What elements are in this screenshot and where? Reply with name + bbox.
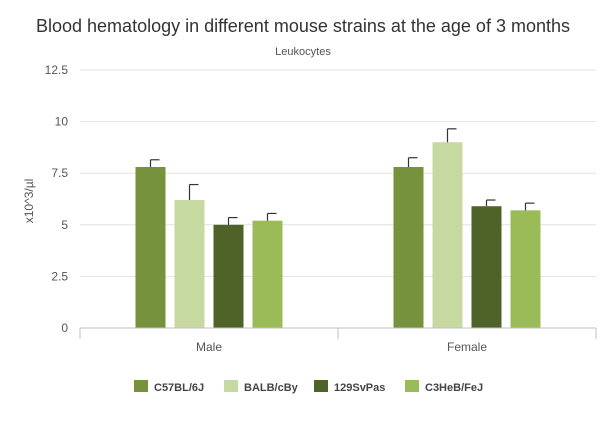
legend-label: 129SvPas [334,382,385,394]
error-bars [149,128,535,225]
bar [213,224,244,328]
bar [174,200,205,328]
bar [252,220,283,328]
legend-label: BALB/cBy [244,382,299,394]
y-axis-ticks: 0 2.5 5 7.5 10 12.5 [45,63,69,335]
y-axis-title: x10^3/µl [22,179,36,224]
bar [510,210,541,328]
y-tick-label: 0 [61,321,68,335]
y-tick-label: 7.5 [51,166,68,180]
x-axis: Male Female [79,327,597,354]
legend-swatch [134,380,148,392]
x-category-label: Male [196,340,222,354]
legend-swatch [405,380,419,392]
y-tick-label: 12.5 [45,63,69,77]
bar [135,167,166,328]
bar [393,167,424,328]
y-tick-label: 10 [55,115,69,129]
chart-title: Blood hematology in different mouse stra… [36,16,570,36]
bar [432,142,463,328]
x-category-label: Female [447,340,487,354]
legend-label: C57BL/6J [154,382,204,394]
legend-swatch [224,380,238,392]
chart-subtitle: Leukocytes [275,46,331,58]
y-tick-label: 2.5 [51,269,68,283]
legend-label: C3HeB/FeJ [425,382,483,394]
grid-lines [80,69,596,277]
bar [471,206,502,328]
legend-swatch [314,380,328,392]
bars [135,142,541,328]
legend: C57BL/6J BALB/cBy 129SvPas C3HeB/FeJ [134,380,483,394]
y-tick-label: 5 [61,218,68,232]
